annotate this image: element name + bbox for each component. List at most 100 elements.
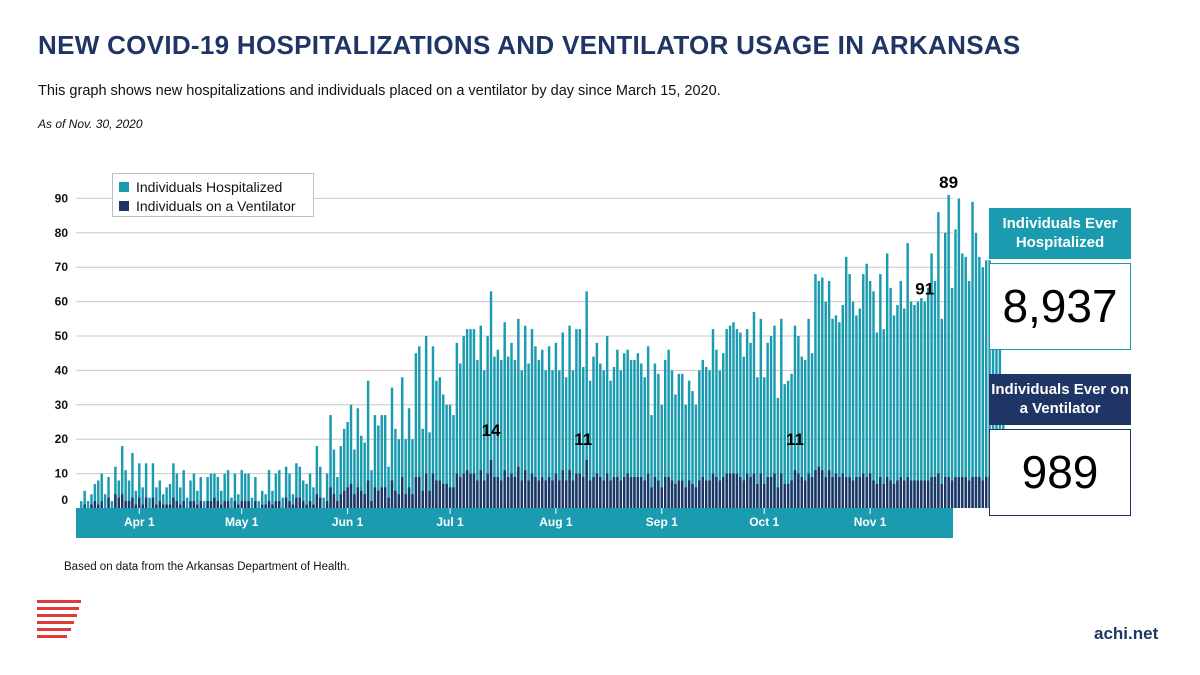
bar-ventilator	[759, 473, 763, 508]
bar-hospitalized	[800, 356, 804, 508]
bar-hospitalized	[756, 377, 759, 508]
bar-hospitalized	[103, 494, 107, 508]
bar-hospitalized	[848, 274, 851, 508]
bar-ventilator	[831, 477, 834, 508]
bar-ventilator	[978, 477, 981, 508]
bar-hospitalized	[862, 274, 865, 508]
data-label: 11	[786, 430, 804, 449]
bar-ventilator	[643, 480, 646, 508]
bar-hospitalized	[971, 201, 974, 508]
bar-hospitalized	[394, 428, 397, 508]
bar-ventilator	[179, 504, 182, 508]
bar-ventilator	[168, 504, 172, 508]
bar-ventilator	[267, 501, 271, 508]
bar-ventilator	[653, 477, 657, 508]
bar-ventilator	[213, 497, 216, 508]
y-tick-label: 20	[55, 432, 69, 446]
bar-ventilator	[558, 480, 561, 508]
bar-hospitalized	[763, 377, 766, 508]
bar-ventilator	[465, 470, 469, 508]
bar-ventilator	[199, 501, 202, 508]
bar-hospitalized	[305, 483, 308, 508]
bar-hospitalized	[523, 325, 527, 508]
bar-ventilator	[274, 501, 278, 508]
bar-hospitalized	[226, 470, 230, 508]
bar-ventilator	[650, 487, 653, 508]
bar-hospitalized	[715, 349, 718, 508]
bar-hospitalized	[670, 370, 674, 508]
bar-ventilator	[810, 477, 814, 508]
bar-hospitalized	[739, 332, 742, 508]
bar-hospitalized	[967, 280, 971, 508]
bar-ventilator	[749, 477, 752, 508]
annotations: 14 11 11 91 89	[482, 173, 959, 449]
bar-ventilator	[329, 487, 332, 508]
bar-ventilator	[462, 473, 465, 508]
bar-hospitalized	[120, 446, 124, 508]
bar-hospitalized	[868, 280, 872, 508]
bar-hospitalized	[674, 394, 677, 508]
bar-hospitalized	[602, 370, 605, 508]
bar-ventilator	[646, 473, 650, 508]
bar-hospitalized	[185, 497, 189, 508]
bar-hospitalized	[93, 483, 97, 508]
hospitalized-total-header: Individuals Ever Hospitalized	[989, 208, 1131, 259]
bar-hospitalized	[851, 301, 855, 508]
bar-hospitalized	[349, 404, 353, 508]
bar-ventilator	[940, 483, 944, 508]
bar-ventilator	[356, 487, 360, 508]
bar-hospitalized	[732, 322, 735, 508]
bar-ventilator	[151, 497, 155, 508]
bar-hospitalized	[97, 480, 100, 508]
bar-ventilator	[923, 480, 926, 508]
bar-hospitalized	[708, 370, 711, 508]
bar-ventilator	[482, 480, 486, 508]
bar-hospitalized	[414, 353, 418, 508]
bar-ventilator	[872, 480, 875, 508]
bar-ventilator	[339, 494, 342, 508]
bar-ventilator	[312, 504, 315, 508]
bar-hospitalized	[469, 329, 472, 508]
bar-ventilator	[681, 480, 684, 508]
bar-hospitalized	[629, 360, 633, 508]
bar-hospitalized	[373, 415, 377, 508]
bar-ventilator	[920, 480, 923, 508]
bar-ventilator	[308, 501, 312, 508]
bar-ventilator	[448, 487, 452, 508]
bar-hospitalized	[769, 336, 773, 508]
bar-ventilator	[633, 477, 636, 508]
bar-hospitalized	[790, 373, 793, 508]
bar-ventilator	[944, 477, 947, 508]
bar-hospitalized	[86, 501, 90, 508]
bar-ventilator	[124, 501, 127, 508]
x-tick-label: Oct 1	[749, 515, 779, 529]
bar-hospitalized	[984, 260, 988, 508]
bar-hospitalized	[455, 342, 459, 508]
bar-ventilator	[380, 487, 383, 508]
bar-hospitalized	[684, 404, 687, 508]
bar-ventilator	[523, 470, 527, 508]
bar-ventilator	[414, 477, 418, 508]
bar-ventilator	[595, 473, 599, 508]
source-note: Based on data from the Arkansas Departme…	[64, 561, 350, 573]
bar-ventilator	[226, 501, 230, 508]
bar-hospitalized	[482, 370, 486, 508]
bar-ventilator	[950, 480, 954, 508]
bar-hospitalized	[561, 332, 564, 508]
ventilator-total-box: 989	[989, 429, 1131, 516]
bar-ventilator	[107, 497, 110, 508]
bar-ventilator	[172, 497, 175, 508]
bar-hospitalized	[117, 480, 121, 508]
bar-hospitalized	[202, 501, 206, 508]
bar-ventilator	[704, 480, 708, 508]
bar-ventilator	[834, 473, 838, 508]
bar-hospitalized	[554, 342, 558, 508]
bar-hospitalized	[431, 346, 435, 508]
bar-ventilator	[838, 477, 841, 508]
bar-hospitalized	[243, 473, 247, 508]
bar-hospitalized	[735, 329, 739, 508]
bar-ventilator	[90, 504, 93, 508]
bar-hospitalized	[387, 466, 390, 508]
bar-ventilator	[441, 483, 445, 508]
bar-ventilator	[728, 473, 732, 508]
